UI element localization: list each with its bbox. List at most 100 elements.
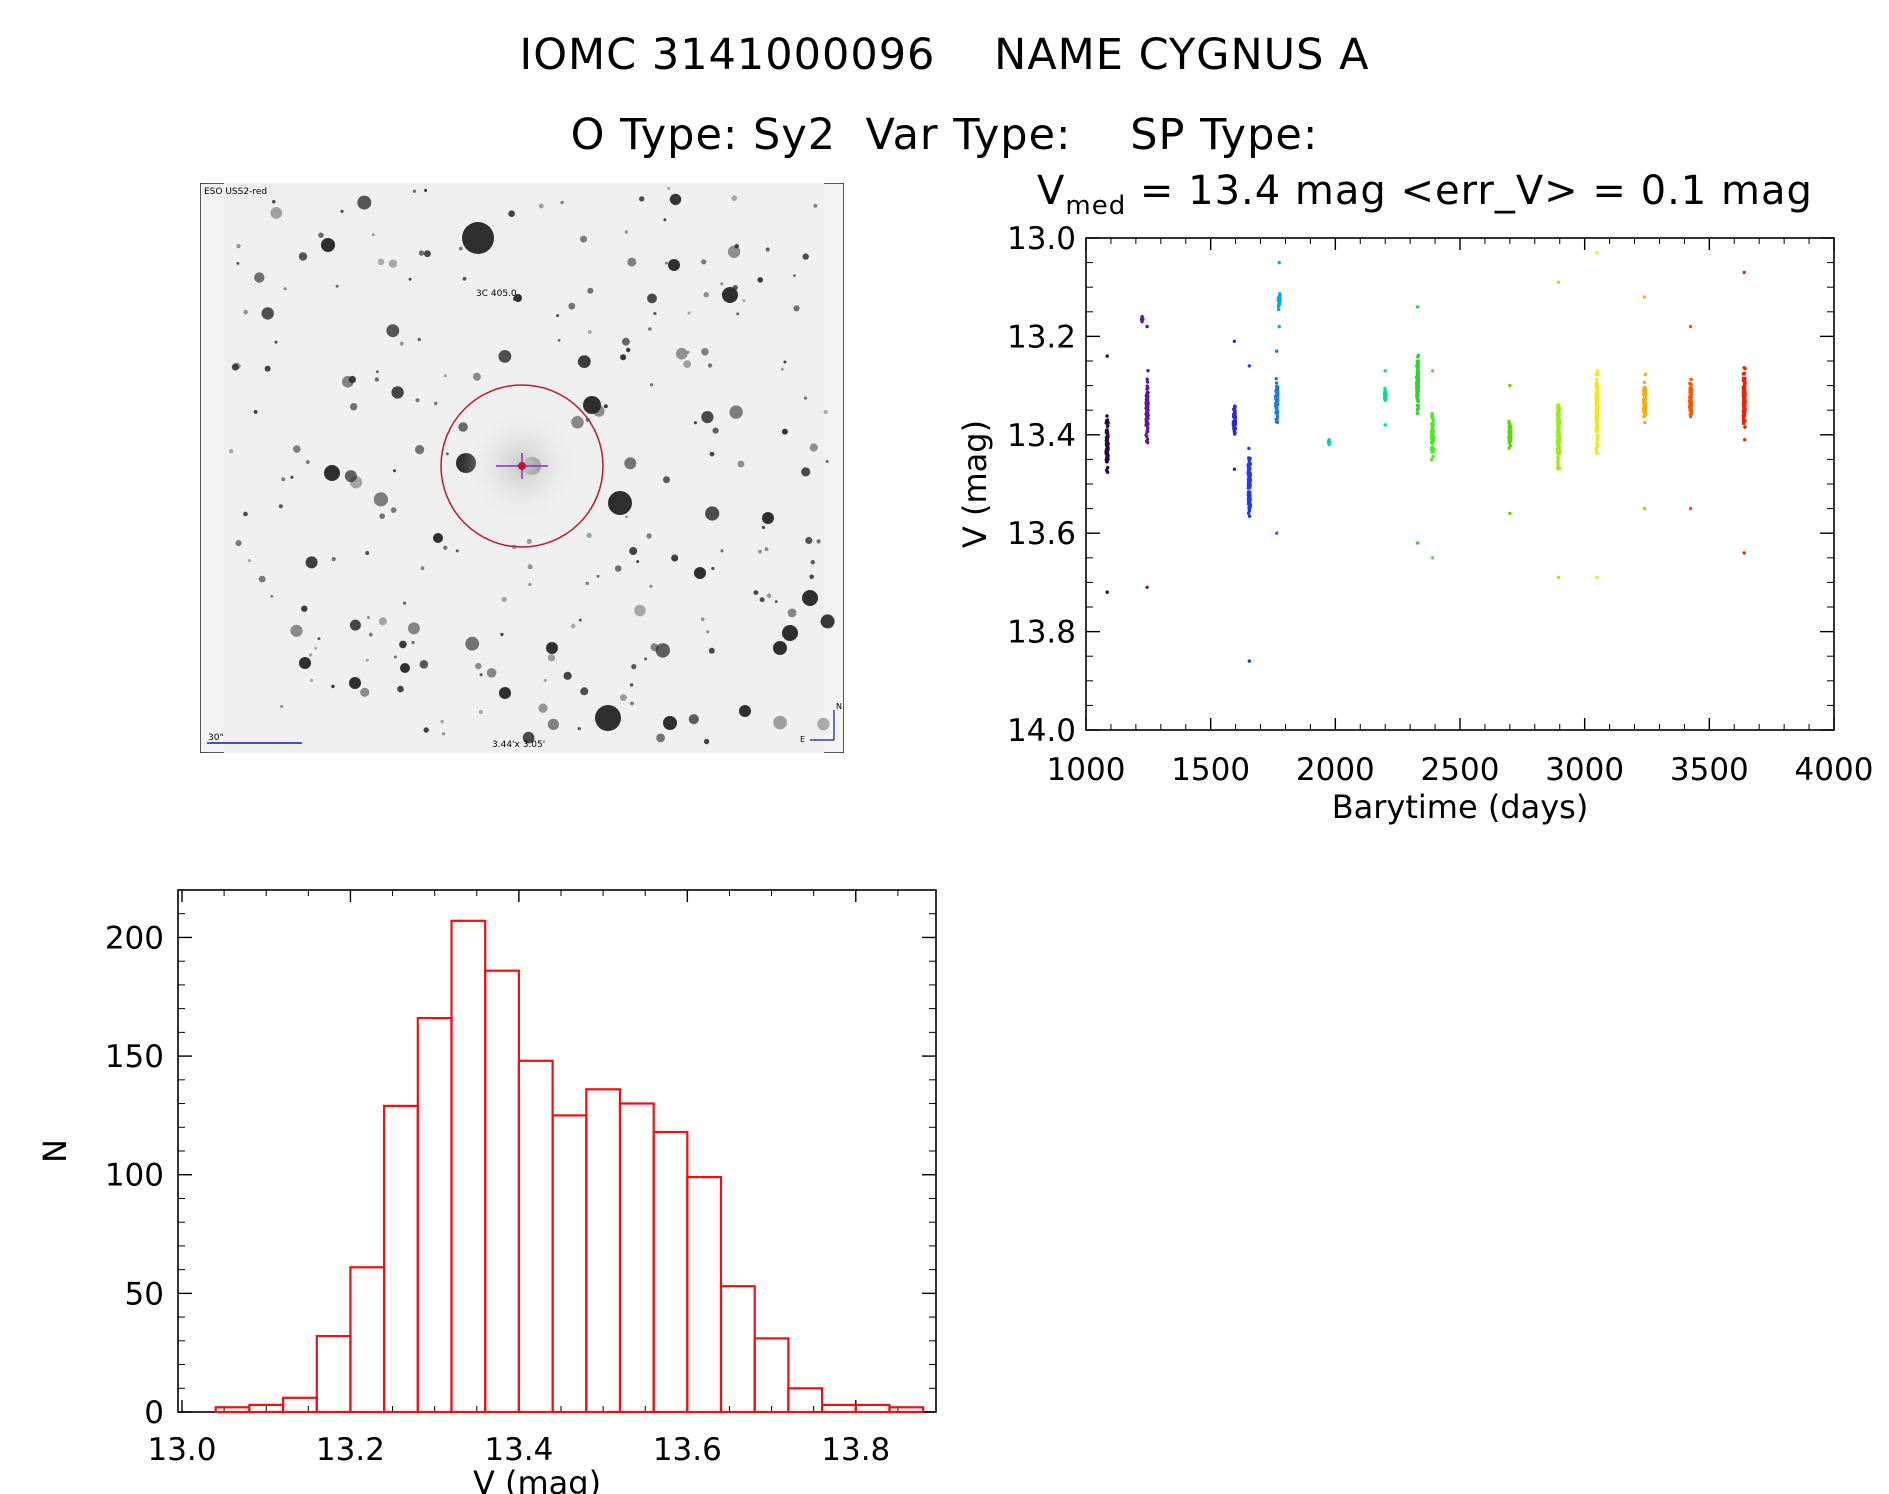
star [424,250,431,258]
light-curve-point [1246,470,1251,475]
light-curve-point [1742,366,1746,370]
light-curve-point [1384,393,1388,397]
star [479,673,483,677]
star [367,616,370,619]
star [627,257,637,267]
light-curve-point [1642,385,1647,390]
light-curve-point [1144,412,1149,416]
y-tick-label: 13.6 [1007,516,1076,552]
star [813,203,818,208]
histogram-bar [854,1403,891,1414]
star [655,643,670,658]
title-types: O Type: Sy2 Var Type: SP Type: [570,110,1319,160]
light-curve-point [1742,415,1746,419]
star [253,410,258,414]
star [258,575,266,583]
star [656,733,665,743]
x-tick-label: 3000 [1545,752,1624,788]
star [318,232,324,238]
star [801,467,811,477]
x-tick-label: 13.2 [316,1432,385,1468]
light-curve-point [1430,450,1434,454]
star [298,252,308,261]
y-tick-label: 13.4 [1007,418,1076,454]
histogram-bar [282,1396,318,1414]
star [739,705,751,717]
light-curve-point [1247,462,1251,466]
histogram-bar [517,1059,554,1414]
star [649,584,653,588]
light-curve-point [1556,403,1561,407]
star [622,337,630,346]
light-curve-point [1507,434,1512,439]
light-curve-point [1275,416,1280,421]
light-curve-point [1507,438,1511,442]
star [335,284,339,288]
x-tick-label: 2500 [1421,752,1500,788]
star [608,491,632,515]
star [653,311,657,316]
star [694,567,706,579]
light-curve-point [1105,418,1109,423]
star [729,405,743,419]
x-tick-label: 13.6 [653,1432,722,1468]
star [360,687,370,697]
histogram-frame [177,889,937,1413]
stats-sub: med [1065,191,1127,221]
light-curve-point [1642,506,1647,511]
star [563,671,572,680]
star [397,685,404,693]
star [399,640,407,649]
light-curve-point [1106,465,1110,470]
x-tick-label: 1000 [1047,752,1126,788]
light-curve-point [1232,467,1237,471]
star [650,383,654,387]
light-curve-point [1595,438,1599,442]
star [774,600,778,604]
star [737,460,745,468]
star [766,593,772,598]
light-curve-point [1556,444,1560,448]
light-curve-point [1595,575,1599,580]
histogram-bar [618,1102,655,1414]
light-curve-point [1416,406,1420,411]
light-curve-point [1507,421,1511,425]
star [625,515,628,519]
light-curve-point [1275,414,1280,418]
star [283,287,287,291]
finder-image: ESO USS2-red 3C 405.0 30" 3.44'x 3.05' N… [200,183,844,753]
light-curve-point [1274,384,1279,389]
light-curve-point [1248,497,1252,501]
star [419,660,429,669]
y-tick-label: 13.0 [1007,221,1076,257]
star [663,218,667,222]
light-curve-point [1596,405,1600,410]
star [498,350,512,363]
star [727,245,741,258]
star [805,536,813,545]
light-curve-point [1556,460,1560,465]
light-curve-point [1430,425,1434,429]
star [443,545,448,550]
star [254,272,265,283]
light-curve-point [1742,421,1746,426]
star [308,653,313,657]
light-curve-point [1146,390,1150,394]
star [281,477,286,482]
east-label: E [800,735,805,744]
light-curve-point [1275,349,1279,353]
star [512,296,517,301]
star [629,547,638,555]
light-curve-point [1689,391,1694,396]
star [568,302,576,310]
star [264,365,271,372]
x-tick-label: 1500 [1171,752,1250,788]
star [324,465,340,481]
star [585,581,589,585]
x-tick-label: 3500 [1670,752,1749,788]
star [742,299,746,303]
star [595,705,621,731]
light-curve-point [1594,450,1599,455]
star [415,445,425,455]
light-curve-point [1508,511,1512,516]
